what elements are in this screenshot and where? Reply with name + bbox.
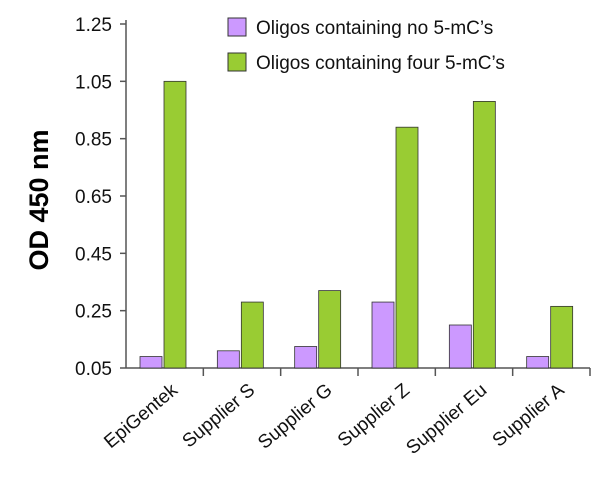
legend-label-series-1: Oligos containing no 5-mC’s — [256, 18, 493, 39]
y-axis-label: OD 450 nm — [24, 129, 54, 270]
bar-four-5mc-supplier-z — [395, 126, 419, 369]
y-tick-label: 1.05 — [75, 72, 112, 93]
axes: 0.050.250.450.650.851.051.25EpiGentekSup… — [75, 15, 591, 459]
bar-four-5mc-epigentek — [163, 80, 187, 369]
bars — [139, 80, 574, 369]
x-tick-label: Supplier A — [489, 380, 569, 452]
y-tick-label: 0.25 — [75, 302, 112, 323]
x-tick-label: Supplier Z — [334, 379, 414, 451]
bar-no-5mc-epigentek — [139, 356, 163, 369]
y-tick-label: 0.85 — [75, 130, 112, 151]
legend-swatch-series-1 — [227, 17, 247, 37]
y-tick-label: 1.25 — [75, 15, 112, 36]
legend-label-series-2: Oligos containing four 5-mC’s — [256, 53, 505, 74]
bar-four-5mc-supplier-eu — [472, 101, 496, 369]
legend: Oligos containing no 5-mC’s Oligos conta… — [227, 17, 505, 74]
x-tick-label: Supplier G — [254, 380, 336, 454]
x-tick-label: Supplier S — [179, 380, 260, 452]
y-tick-label: 0.45 — [75, 244, 112, 265]
legend-swatch-series-2 — [227, 52, 247, 72]
bar-no-5mc-supplier-eu — [448, 324, 472, 369]
y-tick-label: 0.05 — [75, 359, 112, 380]
bar-four-5mc-supplier-s — [240, 301, 264, 369]
bar-four-5mc-supplier-g — [318, 290, 342, 369]
x-tick-label: Supplier Eu — [402, 380, 491, 459]
x-tick-label: EpiGentek — [100, 379, 182, 452]
bar-no-5mc-supplier-s — [216, 350, 240, 369]
bar-four-5mc-supplier-a — [550, 305, 574, 369]
y-tick-label: 0.65 — [75, 187, 112, 208]
bar-no-5mc-supplier-g — [294, 346, 318, 369]
bar-no-5mc-supplier-z — [371, 301, 395, 369]
bar-no-5mc-supplier-a — [526, 356, 550, 369]
